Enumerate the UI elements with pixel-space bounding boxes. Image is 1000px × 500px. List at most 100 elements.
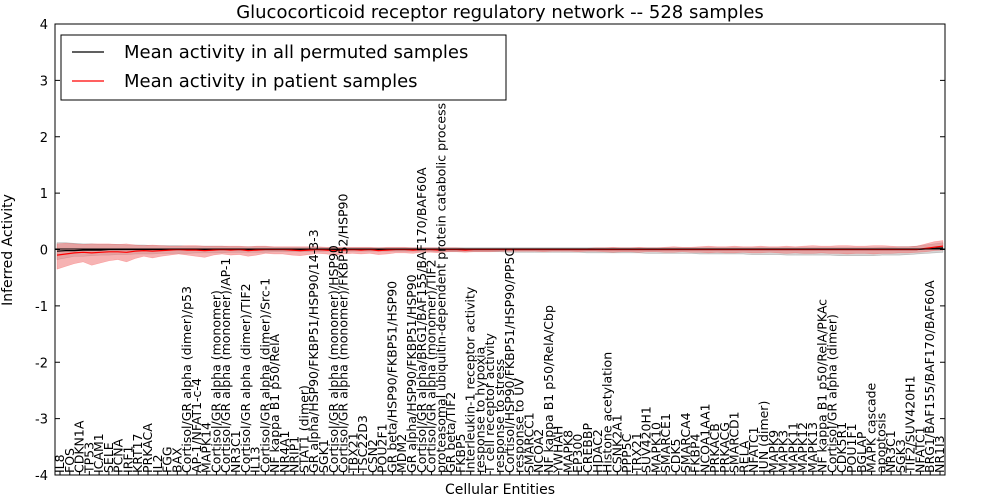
entity-label: Cortisol/HSP90/FKBP51/HSP90/PP5C <box>502 248 517 473</box>
entity-label: TBX21 <box>345 432 360 474</box>
entity-label: FOS <box>62 448 77 473</box>
entity-label: SMARCC1 <box>521 412 536 473</box>
y-tick-label: -1 <box>35 300 48 315</box>
legend-label-patient: Mean activity in patient samples <box>124 71 418 92</box>
entity-label: Cortisol/GR alpha (monomer)/TIF2 <box>424 259 439 473</box>
entity-label: RELA <box>736 440 751 473</box>
entity-label: MAPK13 <box>805 422 820 473</box>
legend: Mean activity in all permuted samples Me… <box>60 34 507 101</box>
entity-label: MAPK8 <box>560 430 575 473</box>
entity-label: POU1F1 <box>844 423 859 473</box>
y-tick-label: 1 <box>40 187 48 202</box>
entity-label: EP300 <box>570 434 585 473</box>
entity-label: MAPK3 <box>776 430 791 473</box>
entity-label: IL8 <box>52 454 67 473</box>
entity-label: YWHAH <box>551 426 566 474</box>
y-tick-label: 4 <box>40 18 48 33</box>
entity-label: PPP5C <box>619 433 634 473</box>
entity-label: BRG1/BAF155/BAF170/BAF60A <box>922 280 937 473</box>
entity-label: MAPK9 <box>766 430 781 473</box>
entity-label: MAPK cascade <box>864 382 879 473</box>
entity-label: SMARCA4 <box>678 412 693 473</box>
entity-label: SGK1 <box>316 439 331 473</box>
y-tick-label: 3 <box>40 74 48 89</box>
band-patient <box>56 240 944 270</box>
entity-label: SGK3 <box>893 439 908 473</box>
entity-label: MAPK12 <box>795 422 810 473</box>
entity-label: SELE <box>101 442 116 473</box>
entity-label: IRF1 <box>120 445 135 473</box>
entity-label: CSNK2A1 <box>609 414 624 473</box>
entity-label: JUN (dimer) <box>756 401 771 474</box>
entity-label: NF kappa B1 p50/RelA/Cbp <box>541 305 556 473</box>
entity-label: Cortisol/GR alpha (monomer)/FKBP52/HSP90 <box>336 193 351 473</box>
y-axis: -4 -3 -2 -1 0 1 2 3 4 <box>35 18 945 484</box>
entity-label: AP-1/NFAT1-c-4 <box>189 378 204 473</box>
entity-label: T cell receptor activity <box>482 333 497 474</box>
entity-label: PRKACG <box>717 422 732 473</box>
entity-label: CDKN1A <box>72 420 87 473</box>
entity-label: NR3C1 <box>883 430 898 473</box>
y-tick-label: 2 <box>40 131 48 146</box>
entity-label: GR beta/HSP90/FKBP51/HSP90 <box>384 281 399 473</box>
entity-label: PRKACB <box>707 423 722 473</box>
entity-label: FKBP5 <box>453 434 468 473</box>
entity-label: TSC22D3 <box>355 415 370 474</box>
entity-label: FKBP4 <box>688 433 703 473</box>
y-tick-label: -2 <box>35 356 48 371</box>
entity-label: Cortisol/GR alpha (monomer)/HSP90 <box>326 245 341 473</box>
entity-label: proteasomal ubiquitin-dependent protein … <box>433 103 448 473</box>
entity-label: PRKACA <box>140 423 155 473</box>
entity-label: response to UV <box>512 378 527 473</box>
entity-label: PCNA <box>111 438 126 473</box>
entity-label: NCOA2 <box>531 429 546 473</box>
entity-label: Cortisol/GR alpha/BRG1/BAF155/BAF170/BAF… <box>414 167 429 473</box>
entity-label: Cortisol/GR alpha (dimer)/TIF2 <box>238 283 253 473</box>
y-tick-label: -3 <box>35 413 48 428</box>
y-tick-label: 0 <box>40 244 48 259</box>
entity-label: MAPK14 <box>199 422 214 473</box>
entity-label: NFATC1 <box>746 426 761 473</box>
entity-label: MDM2 <box>394 434 409 473</box>
entity-label: KRT17 <box>130 433 145 473</box>
entity-label: Cortisol/GR alpha (dimer) <box>824 314 839 473</box>
entity-label: Cortisol/GR alpha (dimer)/p53 <box>179 286 194 473</box>
entity-label: CDK5 <box>668 438 683 473</box>
entity-label: response to stress <box>492 359 507 473</box>
legend-label-permuted: Mean activity in all permuted samples <box>124 42 468 63</box>
entity-label: NRIP1 <box>287 436 302 473</box>
entity-label: NR1I3 <box>932 435 947 473</box>
entity-label: IL13 <box>248 446 263 473</box>
entity-label: CDK5R1 <box>834 422 849 473</box>
entity-label: CREBBP <box>580 423 595 473</box>
entity-label: TIF2/SUV420H1 <box>903 375 918 474</box>
x-axis-label: Cellular Entities <box>445 482 555 498</box>
entity-label: Cortisol/GR alpha (monomer) <box>208 290 223 473</box>
entity-label: HDAC2 <box>590 429 605 473</box>
entity-label: GR alpha/HSP90/FKBP51/HSP90/14-3-3 <box>306 229 321 473</box>
entity-label: POU2F1 <box>375 423 390 473</box>
entity-label: CSN2 <box>365 439 380 473</box>
entity-label: NF kappa B1 p50/RelA <box>267 333 282 473</box>
band-layer <box>56 240 944 270</box>
entity-label: Histone acetylation <box>600 352 615 473</box>
entity-label: Cortisol/GR alpha (dimer)/Src-1 <box>257 278 272 473</box>
legend-box <box>60 34 507 101</box>
entity-label: apoptosis <box>873 413 888 473</box>
entity-label: IL2 <box>150 454 165 473</box>
entity-label: GR beta/TIF2 <box>443 392 458 473</box>
entity-label: FGG <box>160 446 175 473</box>
y-tick-label: -4 <box>35 469 48 484</box>
entity-label: NF kappa B1 p50/RelA/PKAc <box>815 299 830 473</box>
entity-label: SMARCD1 <box>727 411 742 473</box>
chart-title: Glucocorticoid receptor regulatory netwo… <box>236 2 764 23</box>
entity-label: BAX <box>169 447 184 473</box>
entity-label: NR4A1 <box>277 431 292 474</box>
entity-label: BGLAP <box>854 431 869 473</box>
entity-label: MAPK10 <box>648 422 663 473</box>
entity-label: STAT1 (dimer) <box>296 385 311 473</box>
entity-label: SMARCE1 <box>658 413 673 473</box>
entity-label: TRX21 <box>629 432 644 474</box>
